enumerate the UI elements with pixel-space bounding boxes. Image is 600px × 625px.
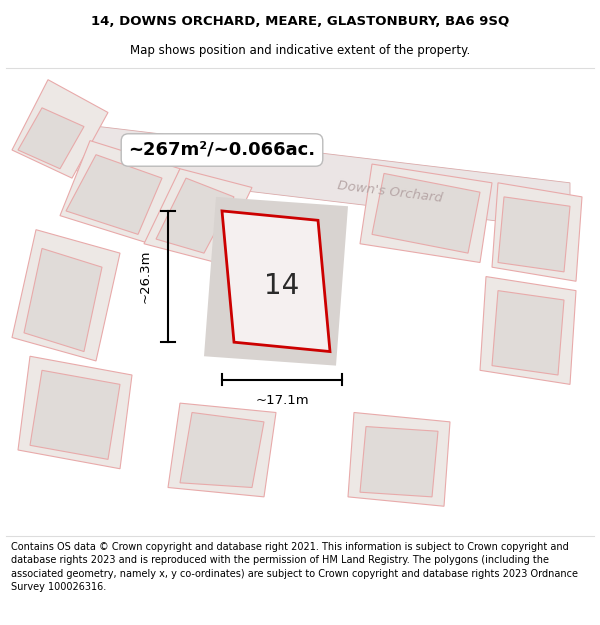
Polygon shape	[492, 182, 582, 281]
Text: Down's Orchard: Down's Orchard	[337, 179, 443, 205]
Polygon shape	[60, 141, 180, 244]
Polygon shape	[498, 197, 570, 272]
Text: 14: 14	[265, 272, 299, 300]
Polygon shape	[60, 122, 570, 229]
Polygon shape	[18, 356, 132, 469]
Polygon shape	[18, 107, 84, 169]
Polygon shape	[30, 370, 120, 459]
Polygon shape	[204, 197, 348, 366]
Text: 14, DOWNS ORCHARD, MEARE, GLASTONBURY, BA6 9SQ: 14, DOWNS ORCHARD, MEARE, GLASTONBURY, B…	[91, 14, 509, 28]
Text: Contains OS data © Crown copyright and database right 2021. This information is : Contains OS data © Crown copyright and d…	[11, 542, 578, 592]
Polygon shape	[168, 403, 276, 497]
Polygon shape	[372, 173, 480, 253]
Text: ~17.1m: ~17.1m	[255, 394, 309, 408]
Polygon shape	[12, 79, 108, 178]
Text: Map shows position and indicative extent of the property.: Map shows position and indicative extent…	[130, 44, 470, 58]
Polygon shape	[480, 276, 576, 384]
Polygon shape	[360, 426, 438, 497]
Polygon shape	[222, 211, 330, 351]
Text: ~26.3m: ~26.3m	[139, 250, 152, 303]
Polygon shape	[12, 229, 120, 361]
Text: ~267m²/~0.066ac.: ~267m²/~0.066ac.	[128, 141, 316, 159]
Polygon shape	[156, 178, 234, 253]
Polygon shape	[24, 248, 102, 351]
Polygon shape	[66, 154, 162, 234]
Polygon shape	[360, 164, 492, 262]
Polygon shape	[348, 412, 450, 506]
Polygon shape	[180, 412, 264, 488]
Polygon shape	[144, 169, 252, 262]
Polygon shape	[492, 291, 564, 375]
